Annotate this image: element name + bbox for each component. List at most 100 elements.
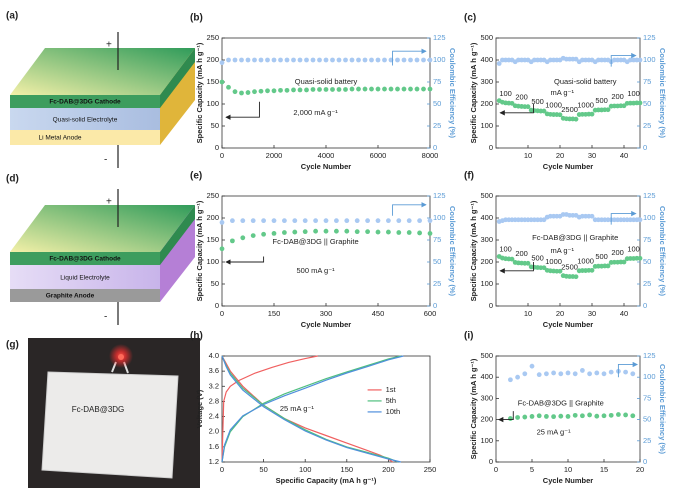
y-axis-label: Specific Capacity (mA h g⁻¹)	[469, 200, 478, 301]
data-point	[509, 256, 515, 262]
y-tick-label: 200	[480, 99, 493, 108]
annotation: Quasi-solid battery	[295, 77, 358, 86]
data-point	[278, 87, 283, 93]
data-point	[637, 100, 643, 106]
panel-label: (e)	[190, 171, 202, 182]
rate-label: 1000	[545, 257, 562, 266]
y2-tick-label: 25	[643, 279, 651, 288]
data-point	[382, 57, 387, 63]
data-point	[408, 86, 413, 92]
y-axis-label: Specific Capacity (mA h g⁻¹)	[469, 42, 478, 143]
x-tick-label: 10	[524, 151, 532, 160]
plot-frame	[221, 195, 431, 307]
y-tick-label: 3.2	[209, 381, 219, 390]
data-point	[427, 57, 433, 63]
data-point	[406, 218, 412, 224]
y-tick-label: 2.8	[209, 396, 219, 405]
data-point	[265, 88, 270, 94]
data-point	[284, 87, 290, 93]
data-point	[240, 218, 246, 224]
data-point	[594, 413, 600, 419]
x-tick-label: 20	[556, 309, 564, 318]
y2-tick-label: 100	[643, 372, 656, 381]
layer-label: Quasi-solid Electrolyte	[53, 117, 118, 124]
line-series	[221, 355, 404, 463]
data-point	[544, 414, 549, 419]
y2-tick-label: 125	[643, 33, 656, 42]
rate-label: 500	[531, 97, 544, 106]
data-point	[284, 57, 290, 63]
data-point	[427, 231, 433, 236]
data-point	[349, 57, 355, 63]
data-point	[343, 87, 348, 92]
data-point	[261, 231, 266, 237]
data-point	[573, 116, 579, 122]
layer-label: Fc-DAB@3DG Cathode	[49, 256, 121, 263]
y-tick-label: 0	[215, 301, 219, 310]
y2-tick-label: 75	[643, 235, 651, 244]
data-point	[522, 371, 528, 377]
data-point	[427, 218, 433, 224]
y2-tick-label: 25	[643, 436, 651, 445]
y-tick-label: 50	[211, 279, 219, 288]
cathode-layer	[10, 252, 160, 265]
data-point	[529, 363, 535, 369]
rate-label: 500	[595, 252, 608, 261]
data-point	[605, 263, 611, 269]
data-point	[551, 370, 556, 376]
data-point	[297, 87, 303, 93]
data-point	[401, 86, 407, 92]
data-point	[630, 371, 636, 377]
x-tick-label: 0	[220, 465, 224, 474]
data-point	[297, 57, 303, 63]
data-point	[414, 57, 420, 63]
data-point	[565, 414, 571, 419]
x-axis-label: Cycle Number	[543, 476, 594, 485]
anode-layer	[10, 289, 160, 302]
axis-arrow	[225, 101, 260, 120]
annotation: Quasi-solid battery	[554, 77, 617, 86]
panel-label: (f)	[464, 171, 474, 182]
data-point	[258, 57, 264, 63]
y2-tick-label: 50	[643, 99, 651, 108]
data-point	[417, 230, 422, 236]
y-tick-label: 500	[480, 191, 493, 200]
side-cathode	[160, 205, 195, 265]
rate-label: 1000	[577, 257, 594, 266]
annotation: mA g⁻¹	[550, 88, 574, 97]
data-point	[354, 218, 360, 224]
data-point	[334, 228, 339, 234]
data-point	[310, 57, 316, 63]
data-point	[388, 86, 394, 92]
data-point	[282, 218, 287, 224]
y-tick-label: 4.0	[209, 351, 219, 360]
data-point	[271, 88, 277, 94]
panel-label: (b)	[190, 13, 203, 24]
y2-tick-label: 50	[643, 257, 651, 266]
y-tick-label: 200	[480, 415, 493, 424]
data-point	[580, 368, 585, 373]
y2-tick-label: 50	[643, 415, 651, 424]
data-point	[414, 86, 420, 92]
minus: -	[104, 155, 107, 166]
panel-label: (i)	[464, 331, 473, 342]
data-point	[587, 371, 592, 377]
rate-label: 200	[611, 92, 624, 101]
annotation: 25 mA g⁻¹	[537, 427, 571, 436]
data-point	[580, 413, 585, 419]
y-tick-label: 250	[206, 191, 219, 200]
data-point	[601, 371, 607, 377]
data-point	[271, 218, 277, 224]
x-tick-label: 8000	[422, 151, 439, 160]
x-tick-label: 10	[524, 309, 532, 318]
data-point	[250, 218, 256, 224]
rate-label: 100	[499, 89, 512, 98]
data-point	[557, 112, 563, 118]
schematic-a: (a) Fc-DAB@3DG Cathode Quasi-solid Elect…	[6, 11, 195, 168]
y-tick-label: 400	[480, 213, 493, 222]
x-tick-label: 150	[268, 309, 281, 318]
data-point	[375, 218, 381, 224]
chart: (e)0 150 300 450 600050100150200250025507510…	[190, 171, 457, 329]
data-point	[541, 265, 547, 271]
y-tick-label: 100	[480, 279, 493, 288]
